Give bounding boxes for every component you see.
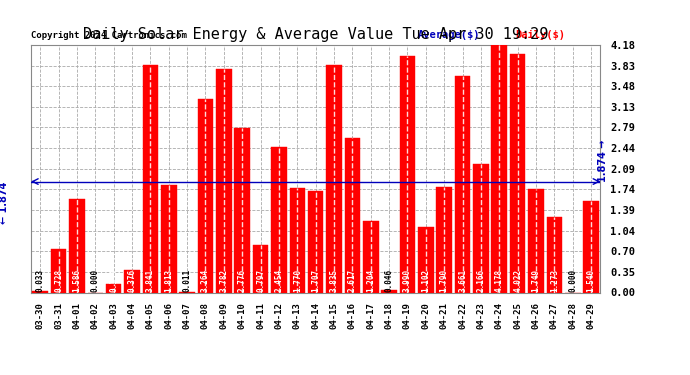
- Text: 3.990: 3.990: [403, 269, 412, 292]
- Text: 0.000: 0.000: [91, 269, 100, 292]
- Text: 2.617: 2.617: [348, 269, 357, 292]
- Text: 3.841: 3.841: [146, 269, 155, 292]
- Text: 1.707: 1.707: [311, 269, 320, 292]
- Bar: [271, 147, 287, 292]
- Bar: [455, 76, 471, 292]
- Text: 1.273: 1.273: [550, 269, 559, 292]
- Bar: [583, 201, 599, 292]
- Bar: [546, 217, 562, 292]
- Bar: [473, 164, 489, 292]
- Bar: [106, 284, 121, 292]
- Text: 1.540: 1.540: [586, 269, 595, 292]
- Bar: [143, 65, 158, 292]
- Text: 0.000: 0.000: [569, 269, 578, 292]
- Bar: [363, 221, 379, 292]
- Text: 0.797: 0.797: [256, 269, 265, 292]
- Text: 0.376: 0.376: [128, 269, 137, 292]
- Text: ← 1.874: ← 1.874: [0, 182, 9, 224]
- Bar: [326, 65, 342, 292]
- Bar: [69, 199, 85, 292]
- Text: 2.454: 2.454: [275, 269, 284, 292]
- Bar: [235, 128, 250, 292]
- Text: Copyright 2024 Cartronics.com: Copyright 2024 Cartronics.com: [31, 31, 187, 40]
- Text: 3.835: 3.835: [330, 269, 339, 292]
- Bar: [418, 227, 433, 292]
- Text: 2.166: 2.166: [476, 269, 486, 292]
- Bar: [198, 99, 213, 292]
- Bar: [124, 270, 140, 292]
- Text: 1.813: 1.813: [164, 269, 173, 292]
- Bar: [216, 69, 232, 292]
- Text: 0.728: 0.728: [54, 269, 63, 292]
- Text: 3.782: 3.782: [219, 269, 228, 292]
- Text: 1.874 →: 1.874 →: [598, 139, 608, 182]
- Bar: [436, 186, 452, 292]
- Text: 3.661: 3.661: [458, 269, 467, 292]
- Text: Daily($): Daily($): [515, 30, 565, 40]
- Bar: [290, 188, 305, 292]
- Bar: [510, 54, 526, 292]
- Bar: [344, 138, 360, 292]
- Text: 2.776: 2.776: [238, 269, 247, 292]
- Text: 1.586: 1.586: [72, 269, 81, 292]
- Bar: [253, 245, 268, 292]
- Text: 3.264: 3.264: [201, 269, 210, 292]
- Bar: [161, 185, 177, 292]
- Text: 1.204: 1.204: [366, 269, 375, 292]
- Bar: [529, 189, 544, 292]
- Bar: [382, 290, 397, 292]
- Text: 4.022: 4.022: [513, 269, 522, 292]
- Bar: [51, 249, 66, 292]
- Title: Daily Solar Energy & Average Value Tue Apr 30 19:29: Daily Solar Energy & Average Value Tue A…: [83, 27, 549, 42]
- Text: 1.102: 1.102: [422, 269, 431, 292]
- Text: 1.770: 1.770: [293, 269, 302, 292]
- Text: 0.033: 0.033: [36, 269, 45, 292]
- Text: 1.749: 1.749: [531, 269, 540, 292]
- Text: 0.139: 0.139: [109, 269, 118, 292]
- Text: Average($): Average($): [418, 30, 481, 40]
- Text: 0.011: 0.011: [183, 269, 192, 292]
- Bar: [308, 191, 324, 292]
- Bar: [400, 56, 415, 292]
- Text: 0.046: 0.046: [384, 269, 393, 292]
- Bar: [491, 45, 507, 292]
- Text: 4.178: 4.178: [495, 269, 504, 292]
- Text: 1.790: 1.790: [440, 269, 449, 292]
- Bar: [32, 291, 48, 292]
